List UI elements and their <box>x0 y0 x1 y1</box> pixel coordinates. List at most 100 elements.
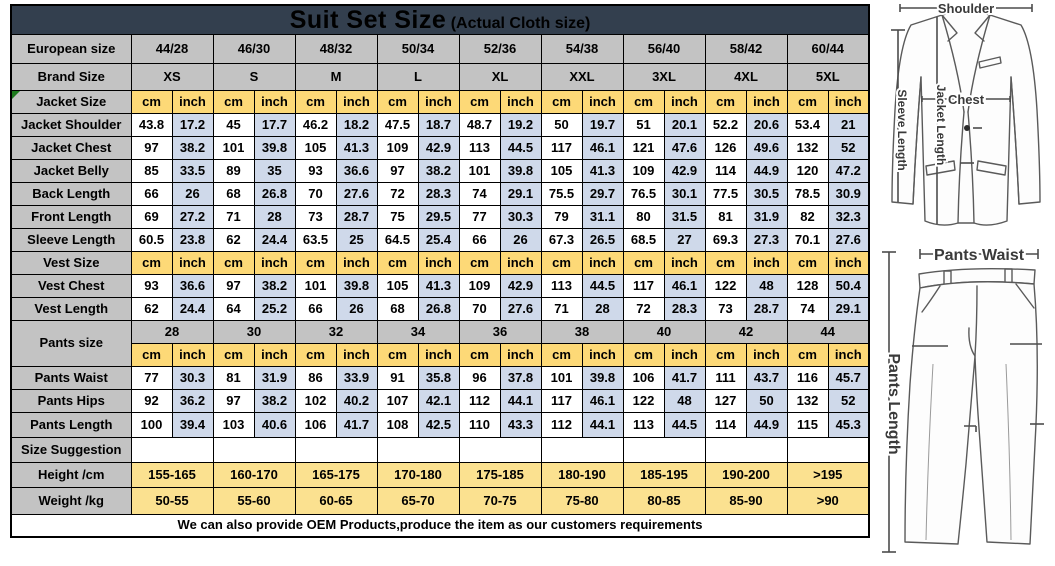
value-cell: 46.1 <box>663 273 706 298</box>
row-label-pants-size: Pants size <box>10 319 132 367</box>
value-cell: 117 <box>540 388 583 413</box>
row-label-weight-kg: Weight /kg <box>10 486 132 515</box>
row-label-height-cm: Height /cm <box>10 461 132 488</box>
pants-waist-label: Pants Waist <box>934 247 1025 264</box>
value-cell: 50.4 <box>827 273 870 298</box>
value-cell: 70.1 <box>786 227 829 252</box>
value-cell: 75.5 <box>540 181 583 206</box>
value-cell: 38.2 <box>417 158 460 183</box>
unit-header-cell: inch <box>417 342 460 367</box>
value-cell: 35 <box>253 158 296 183</box>
value-cell: 27.6 <box>499 296 542 321</box>
unit-header-cell: inch <box>581 342 624 367</box>
value-cell: 101 <box>458 158 501 183</box>
value-cell: 25.2 <box>253 296 296 321</box>
value-cell: 117 <box>622 273 665 298</box>
unit-header-cell: inch <box>335 89 378 114</box>
shoulder-label: Shoulder <box>938 1 994 16</box>
value-cell: 18.7 <box>417 112 460 137</box>
value-cell: 26.8 <box>417 296 460 321</box>
value-cell: 52.2 <box>704 112 747 137</box>
unit-header-cell: cm <box>540 342 583 367</box>
unit-header-cell: cm <box>458 250 501 275</box>
value-cell: 25 <box>335 227 378 252</box>
value-cell: 109 <box>376 135 419 160</box>
empty-cell <box>212 436 296 463</box>
value-cell: 107 <box>376 388 419 413</box>
value-cell: 113 <box>458 135 501 160</box>
table-row: Jacket Chest 97 38.2 101 39.8 105 41.3 109 42.9 1… <box>10 135 870 160</box>
jacket-length-label: Jacket Length <box>934 85 948 166</box>
value-cell: 121 <box>622 135 665 160</box>
table-row: Vest Length 62 24.4 64 25.2 66 26 68 26.8 70 27.6 7… <box>10 296 870 321</box>
value-cell: 33.9 <box>335 365 378 390</box>
size-cell: XXL <box>540 62 624 91</box>
pants-diagram: Pants Waist Pants Length <box>878 245 1055 564</box>
value-cell: 41.3 <box>581 158 624 183</box>
empty-cell <box>540 436 624 463</box>
row-label-jacket-chest: Jacket Chest <box>10 135 132 160</box>
empty-cell <box>622 436 706 463</box>
unit-header-cell: inch <box>417 89 460 114</box>
size-cell: 32 <box>294 319 378 344</box>
row-label-front-length: Front Length <box>10 204 132 229</box>
value-cell: 29.1 <box>827 296 870 321</box>
value-cell: 42.9 <box>663 158 706 183</box>
size-cell: L <box>376 62 460 91</box>
value-cell: 31.1 <box>581 204 624 229</box>
table-row: Jacket Shoulder 43.8 17.2 45 17.7 46.2 18.2 47.… <box>10 112 870 137</box>
value-cell: 127 <box>704 388 747 413</box>
unit-header-cell: cm <box>212 250 255 275</box>
size-cell: S <box>212 62 296 91</box>
row-label-vest-length: Vest Length <box>10 296 132 321</box>
value-cell: 120 <box>786 158 829 183</box>
table-row: Vest Size cm inch cm inch cm inch cm inch cm inch c… <box>10 250 870 275</box>
value-cell: 42.5 <box>417 411 460 438</box>
value-cell: 106 <box>622 365 665 390</box>
row-label-brand-size: Brand Size <box>10 62 132 91</box>
value-cell: 102 <box>294 388 337 413</box>
unit-header-cell: inch <box>499 89 542 114</box>
value-cell: 126 <box>704 135 747 160</box>
value-cell: 128 <box>786 273 829 298</box>
value-cell: 66 <box>458 227 501 252</box>
size-cell: XL <box>458 62 542 91</box>
value-cell: 81 <box>704 204 747 229</box>
value-cell: 89 <box>212 158 255 183</box>
value-cell: 100 <box>130 411 173 438</box>
value-cell: 45.7 <box>827 365 870 390</box>
value-cell: 69 <box>130 204 173 229</box>
value-cell: 45.3 <box>827 411 870 438</box>
value-cell: 108 <box>376 411 419 438</box>
table-row: Brand Size XS S M L XL XXL 3XL 4XL 5XL <box>10 62 870 91</box>
value-cell: 49.6 <box>745 135 788 160</box>
row-label-jacket-shoulder: Jacket Shoulder <box>10 112 132 137</box>
table-row: Jacket Belly 85 33.5 89 35 93 36.6 97 38.2 101 39.… <box>10 158 870 183</box>
size-cell: 48/32 <box>294 33 378 64</box>
value-cell: 37.8 <box>499 365 542 390</box>
row-label-pants-hips: Pants Hips <box>10 388 132 413</box>
value-cell: 41.7 <box>663 365 706 390</box>
value-cell: 31.9 <box>745 204 788 229</box>
table-title-sub: (Actual Cloth size) <box>446 14 591 32</box>
value-cell: 39.8 <box>253 135 296 160</box>
range-cell: 190-200 <box>704 461 788 488</box>
value-cell: 17.2 <box>171 112 214 137</box>
value-cell: 66 <box>130 181 173 206</box>
value-cell: 97 <box>130 135 173 160</box>
range-cell: 75-80 <box>540 486 624 515</box>
unit-header-cell: inch <box>499 342 542 367</box>
size-cell: XS <box>130 62 214 91</box>
value-cell: 73 <box>294 204 337 229</box>
size-cell: 3XL <box>622 62 706 91</box>
unit-header-cell: cm <box>704 89 747 114</box>
unit-header-cell: inch <box>827 342 870 367</box>
value-cell: 64 <box>212 296 255 321</box>
value-cell: 28 <box>253 204 296 229</box>
value-cell: 105 <box>376 273 419 298</box>
value-cell: 43.7 <box>745 365 788 390</box>
value-cell: 28.7 <box>335 204 378 229</box>
value-cell: 97 <box>212 388 255 413</box>
size-cell: 40 <box>622 319 706 344</box>
